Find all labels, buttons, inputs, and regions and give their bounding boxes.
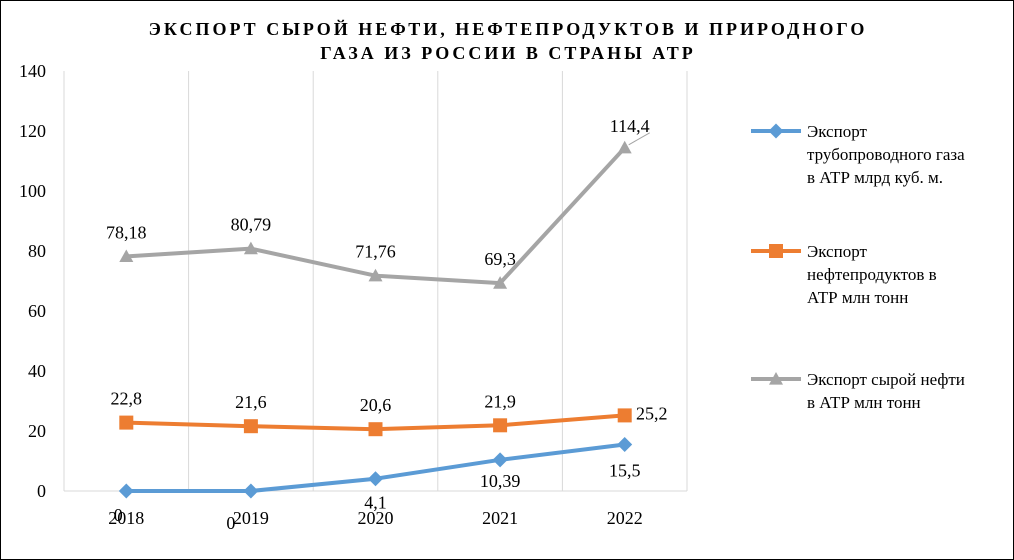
series-1-point	[617, 408, 632, 423]
series-0-point	[368, 471, 383, 487]
data-label: 15,5	[609, 461, 641, 481]
legend-entry: нефтепродуктов в	[807, 265, 937, 284]
series-line-2	[124, 145, 627, 286]
chart-title-line-2: ГАЗА ИЗ РОССИИ В СТРАНЫ АТР	[320, 43, 695, 63]
y-tick-label: 0	[37, 481, 46, 501]
legend-swatch-marker	[768, 123, 784, 139]
x-tick-label: 2021	[482, 508, 518, 528]
legend-entry: Экспорт	[807, 122, 867, 141]
series-1-point	[368, 422, 383, 437]
series-layer	[118, 140, 633, 499]
legend-entry: Экспорт сырой нефти	[807, 370, 965, 389]
legend: Экспорт трубопроводного газа в АТР млрд ку…	[751, 122, 965, 412]
leader-line	[628, 132, 650, 146]
data-label: 80,79	[231, 215, 272, 235]
x-tick-label: 2022	[607, 508, 643, 528]
data-label: 4,1	[364, 493, 387, 513]
series-0-point	[243, 483, 259, 499]
data-label: 20,6	[360, 395, 392, 415]
legend-entry: АТР млн тонн	[807, 288, 908, 307]
y-tick-label: 80	[28, 241, 46, 261]
y-tick-label: 40	[28, 361, 46, 381]
data-label: 0	[226, 513, 235, 533]
legend-entry: в АТР млн тонн	[807, 393, 921, 412]
y-tick-label: 20	[28, 421, 46, 441]
series-2-point	[243, 241, 258, 255]
series-2-point	[493, 276, 508, 289]
x-tick-label: 2020	[358, 508, 394, 528]
series-0-point	[492, 452, 508, 468]
series-1-point	[493, 418, 508, 433]
y-tick-label: 100	[19, 181, 46, 201]
chart-title-line-1: ЭКСПОРТ СЫРОЙ НЕФТИ, НЕФТЕПРОДУКТОВ И ПР…	[149, 18, 868, 39]
data-labels: 0 0 4,1 10,39 15,5 22,8 21,6 20,6 21,9 25,2 78,18 8…	[106, 116, 667, 533]
y-tick-label: 60	[28, 301, 46, 321]
data-label: 71,76	[355, 242, 396, 262]
series-2-point	[617, 140, 632, 154]
data-label: 21,6	[235, 392, 267, 412]
data-label: 21,9	[484, 391, 516, 411]
series-0-point	[118, 483, 134, 499]
x-tick-label: 2019	[233, 508, 269, 528]
data-label: 22,8	[111, 389, 143, 409]
data-label: 114,4	[610, 116, 650, 136]
legend-swatch-marker	[769, 244, 783, 258]
data-label: 25,2	[636, 403, 668, 423]
data-label: 69,3	[484, 249, 516, 269]
y-tick-label: 120	[19, 121, 46, 141]
legend-entry: Экспорт	[807, 242, 867, 261]
y-tick-label: 140	[19, 61, 46, 81]
series-0-point	[617, 437, 633, 452]
series-2-point	[119, 249, 134, 263]
series-1-point	[119, 415, 134, 430]
data-label: 0	[114, 505, 123, 525]
legend-entry: трубопроводного газа	[807, 145, 965, 164]
axes: 0 20 40 60 80 100 120 140 2018 2019 2020 2021 2022	[19, 61, 687, 528]
legend-swatch-marker	[769, 372, 783, 385]
series-2-point	[368, 268, 383, 282]
series-1-point	[243, 419, 258, 434]
data-label: 78,18	[106, 222, 147, 242]
legend-entry: в АТР млрд куб. м.	[807, 168, 943, 187]
gridlines	[63, 71, 688, 491]
x-tick-label: 2018	[108, 508, 144, 528]
data-label: 10,39	[480, 471, 521, 491]
